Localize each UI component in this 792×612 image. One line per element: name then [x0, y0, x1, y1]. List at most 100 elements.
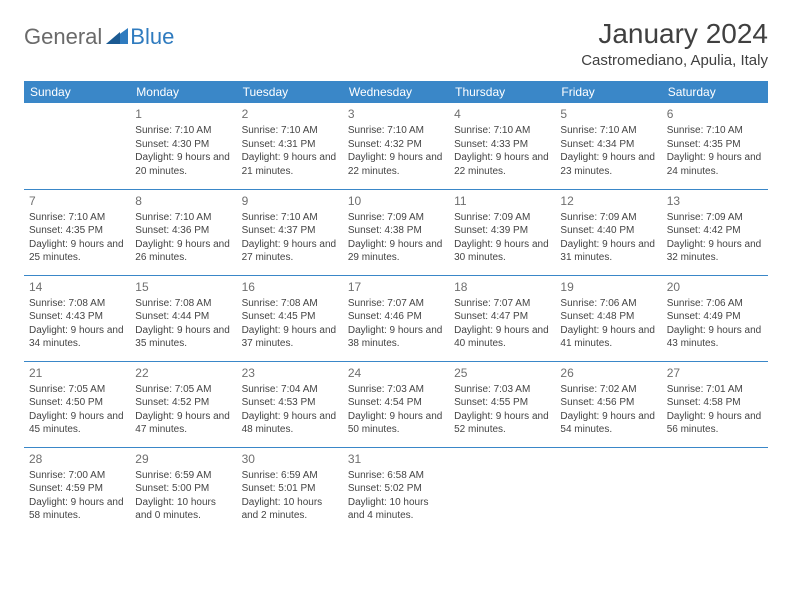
calendar-day-cell: 28Sunrise: 7:00 AMSunset: 4:59 PMDayligh… — [24, 447, 130, 533]
calendar-row: 7Sunrise: 7:10 AMSunset: 4:35 PMDaylight… — [24, 189, 768, 275]
sunrise-line: Sunrise: 7:10 AM — [135, 211, 231, 225]
sunset-line: Sunset: 4:42 PM — [667, 224, 763, 238]
day-number: 6 — [667, 106, 763, 122]
sunset-line: Sunset: 4:33 PM — [454, 138, 550, 152]
sunrise-line: Sunrise: 6:59 AM — [242, 469, 338, 483]
day-number: 8 — [135, 193, 231, 209]
sunrise-line: Sunrise: 7:04 AM — [242, 383, 338, 397]
sunset-line: Sunset: 4:43 PM — [29, 310, 125, 324]
sunset-line: Sunset: 4:31 PM — [242, 138, 338, 152]
day-number: 16 — [242, 279, 338, 295]
day-number: 5 — [560, 106, 656, 122]
logo-text-general: General — [24, 24, 102, 50]
sunset-line: Sunset: 4:59 PM — [29, 482, 125, 496]
sunrise-line: Sunrise: 7:09 AM — [348, 211, 444, 225]
day-number: 11 — [454, 193, 550, 209]
calendar-day-cell: 31Sunrise: 6:58 AMSunset: 5:02 PMDayligh… — [343, 447, 449, 533]
daylight-line: Daylight: 9 hours and 43 minutes. — [667, 324, 763, 351]
calendar-day-cell: 17Sunrise: 7:07 AMSunset: 4:46 PMDayligh… — [343, 275, 449, 361]
sunrise-line: Sunrise: 7:02 AM — [560, 383, 656, 397]
daylight-line: Daylight: 9 hours and 26 minutes. — [135, 238, 231, 265]
sunset-line: Sunset: 4:32 PM — [348, 138, 444, 152]
daylight-line: Daylight: 9 hours and 41 minutes. — [560, 324, 656, 351]
calendar-day-cell: 22Sunrise: 7:05 AMSunset: 4:52 PMDayligh… — [130, 361, 236, 447]
calendar-day-cell: 19Sunrise: 7:06 AMSunset: 4:48 PMDayligh… — [555, 275, 661, 361]
sunset-line: Sunset: 4:38 PM — [348, 224, 444, 238]
daylight-line: Daylight: 9 hours and 32 minutes. — [667, 238, 763, 265]
weekday-header: Saturday — [662, 81, 768, 103]
daylight-line: Daylight: 10 hours and 0 minutes. — [135, 496, 231, 523]
day-number: 18 — [454, 279, 550, 295]
day-number: 4 — [454, 106, 550, 122]
day-number: 30 — [242, 451, 338, 467]
title-block: January 2024 Castromediano, Apulia, Ital… — [581, 18, 768, 69]
sunset-line: Sunset: 4:48 PM — [560, 310, 656, 324]
daylight-line: Daylight: 10 hours and 2 minutes. — [242, 496, 338, 523]
day-number: 25 — [454, 365, 550, 381]
day-number: 21 — [29, 365, 125, 381]
logo-text-blue: Blue — [130, 24, 174, 50]
day-number: 13 — [667, 193, 763, 209]
day-number: 24 — [348, 365, 444, 381]
calendar-day-cell: 24 Sunrise: 7:03 AMSunset: 4:54 PMDayligh… — [343, 361, 449, 447]
sunset-line: Sunset: 4:37 PM — [242, 224, 338, 238]
calendar-day-cell: 11Sunrise: 7:09 AMSunset: 4:39 PMDayligh… — [449, 189, 555, 275]
daylight-line: Daylight: 9 hours and 50 minutes. — [348, 410, 444, 437]
sunrise-line: Sunrise: 7:09 AM — [560, 211, 656, 225]
calendar-row: 14Sunrise: 7:08 AMSunset: 4:43 PMDayligh… — [24, 275, 768, 361]
sunrise-line: Sunrise: 7:08 AM — [242, 297, 338, 311]
logo: General Blue — [24, 18, 174, 50]
calendar-day-cell: 29 Sunrise: 6:59 AMSunset: 5:00 PMDayligh… — [130, 447, 236, 533]
day-number: 9 — [242, 193, 338, 209]
day-number: 29 — [135, 451, 231, 467]
calendar-day-cell: 25Sunrise: 7:03 AMSunset: 4:55 PMDayligh… — [449, 361, 555, 447]
calendar-day-cell: 3Sunrise: 7:10 AMSunset: 4:32 PMDaylight… — [343, 103, 449, 189]
day-number: 20 — [667, 279, 763, 295]
sunset-line: Sunset: 4:49 PM — [667, 310, 763, 324]
sunrise-line: Sunrise: 7:08 AM — [29, 297, 125, 311]
sunset-line: Sunset: 4:53 PM — [242, 396, 338, 410]
day-number: 3 — [348, 106, 444, 122]
day-number: 28 — [29, 451, 125, 467]
sunrise-line: Sunrise: 7:06 AM — [667, 297, 763, 311]
day-number: 26 — [560, 365, 656, 381]
weekday-header: Thursday — [449, 81, 555, 103]
calendar-day-cell: 26Sunrise: 7:02 AMSunset: 4:56 PMDayligh… — [555, 361, 661, 447]
day-number: 31 — [348, 451, 444, 467]
daylight-line: Daylight: 9 hours and 31 minutes. — [560, 238, 656, 265]
calendar-day-cell: 16Sunrise: 7:08 AMSunset: 4:45 PMDayligh… — [237, 275, 343, 361]
sunrise-line: Sunrise: 7:05 AM — [29, 383, 125, 397]
day-number: 14 — [29, 279, 125, 295]
sunrise-line: Sunrise: 7:03 AM — [348, 383, 444, 397]
sunrise-line: Sunrise: 6:59 AM — [135, 469, 231, 483]
calendar-empty-cell — [555, 447, 661, 533]
sunrise-line: Sunrise: 7:10 AM — [454, 124, 550, 138]
weekday-header: Sunday — [24, 81, 130, 103]
calendar-empty-cell — [449, 447, 555, 533]
sunset-line: Sunset: 5:00 PM — [135, 482, 231, 496]
daylight-line: Daylight: 9 hours and 21 minutes. — [242, 151, 338, 178]
sunrise-line: Sunrise: 7:10 AM — [560, 124, 656, 138]
day-number: 23 — [242, 365, 338, 381]
calendar-day-cell: 12Sunrise: 7:09 AMSunset: 4:40 PMDayligh… — [555, 189, 661, 275]
sunset-line: Sunset: 4:54 PM — [348, 396, 444, 410]
weekday-header: Monday — [130, 81, 236, 103]
calendar-day-cell: 13 Sunrise: 7:09 AMSunset: 4:42 PMDayligh… — [662, 189, 768, 275]
calendar-day-cell: 6Sunrise: 7:10 AMSunset: 4:35 PMDaylight… — [662, 103, 768, 189]
daylight-line: Daylight: 10 hours and 4 minutes. — [348, 496, 444, 523]
day-number: 12 — [560, 193, 656, 209]
calendar-day-cell: 30Sunrise: 6:59 AMSunset: 5:01 PMDayligh… — [237, 447, 343, 533]
day-number: 7 — [29, 193, 125, 209]
calendar-day-cell: 23Sunrise: 7:04 AMSunset: 4:53 PMDayligh… — [237, 361, 343, 447]
calendar-head: SundayMondayTuesdayWednesdayThursdayFrid… — [24, 81, 768, 103]
weekday-header: Wednesday — [343, 81, 449, 103]
sunset-line: Sunset: 4:46 PM — [348, 310, 444, 324]
daylight-line: Daylight: 9 hours and 38 minutes. — [348, 324, 444, 351]
sunrise-line: Sunrise: 7:00 AM — [29, 469, 125, 483]
calendar-day-cell: 21Sunrise: 7:05 AMSunset: 4:50 PMDayligh… — [24, 361, 130, 447]
weekday-header: Tuesday — [237, 81, 343, 103]
sunrise-line: Sunrise: 7:09 AM — [667, 211, 763, 225]
sunset-line: Sunset: 4:45 PM — [242, 310, 338, 324]
calendar-day-cell: 7Sunrise: 7:10 AMSunset: 4:35 PMDaylight… — [24, 189, 130, 275]
daylight-line: Daylight: 9 hours and 34 minutes. — [29, 324, 125, 351]
